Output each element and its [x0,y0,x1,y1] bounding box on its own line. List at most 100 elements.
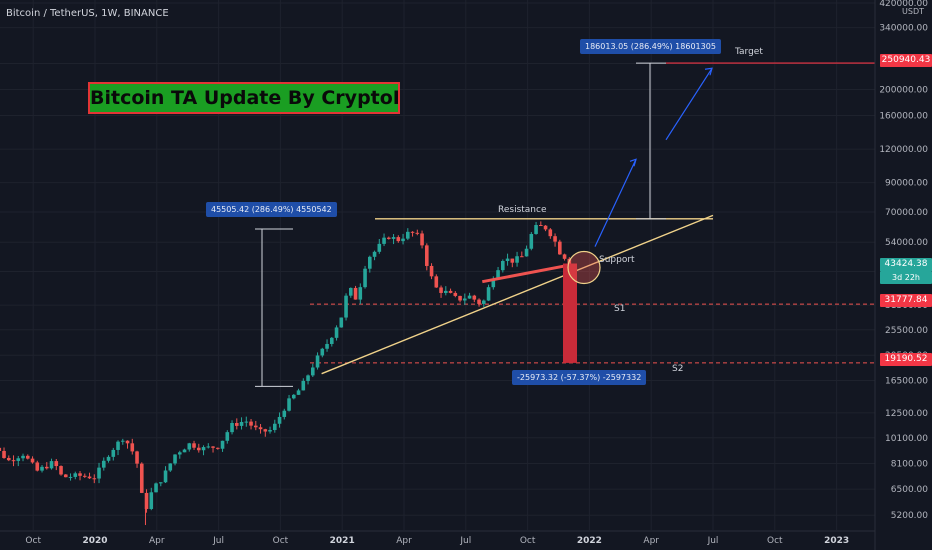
candle-body [101,460,106,468]
candle-body [353,287,358,300]
time-tick-label: Apr [396,536,412,546]
price-tick-label: 340000.00 [879,24,928,34]
candle-body [434,276,439,288]
candle-body [339,317,344,328]
candle-body [215,447,220,449]
candle-body [477,299,481,304]
candle-body [6,457,11,461]
currency-label: USDT [902,7,924,16]
candle-body [310,367,315,376]
time-tick-label: 2020 [82,536,107,546]
candle-body [130,443,135,452]
time-tick-label: Jul [212,536,224,546]
candle-body [382,237,386,244]
candle-body [410,231,415,233]
candle-body [49,461,54,469]
candle-body [144,492,149,509]
projection-arrow-1 [594,159,637,247]
price-tick-label: 160000.00 [879,112,928,122]
price-tick-label: 120000.00 [879,145,928,155]
candle-body [173,454,177,464]
candle-body [534,225,538,234]
candle-body [529,233,534,249]
candle-body [348,287,353,296]
candle-body [106,456,111,461]
candle-body [268,430,272,432]
candle-body [211,446,215,448]
candle-body [35,462,40,471]
measure-box-bottom [563,263,577,363]
candle-body [401,238,405,242]
candle-body [301,380,306,391]
candle-body [253,425,258,428]
candle-body [21,455,25,459]
candle-body [358,287,363,300]
support-segment [481,263,572,284]
candle-body [125,440,130,444]
candle-body [111,449,116,457]
candle-body [258,427,263,430]
time-tick-label: Oct [25,536,41,546]
candle-body [325,343,329,349]
candle-body [553,236,557,242]
candle-body [220,440,225,449]
chart-drawings[interactable] [255,62,714,387]
time-tick-label: Oct [273,536,289,546]
candle-body [543,225,548,230]
candle-body [97,467,101,479]
candle-body [425,245,429,266]
candle-body [158,482,163,484]
arrowhead [704,67,713,76]
candle-body [439,287,443,293]
candle-body [44,466,49,469]
target-price-tag: 250940.43 [880,54,932,67]
candle-body [277,416,282,424]
candle-body [135,451,139,464]
price-tick-label: 90000.00 [885,179,928,189]
candle-body [548,229,553,237]
candle-body [234,422,239,426]
candle-body [82,475,87,477]
measure-label-top[interactable]: 186013.05 (286.49%) 18601305 [580,39,721,54]
candle-body [320,348,325,356]
candle-body [11,460,16,462]
candle-body [562,254,567,259]
time-tick-label: Apr [643,536,659,546]
candle-body [429,265,434,277]
candle-body [16,458,21,461]
time-tick-label: 2023 [824,536,849,546]
price-tick-label: 54000.00 [885,238,928,248]
price-tick-label: 6500.00 [891,485,928,495]
candlestick-series [0,221,572,526]
price-tick-label: 10100.00 [885,434,928,444]
candle-body [244,421,249,423]
candle-body [54,461,59,467]
rising-trendline [321,214,714,375]
candle-body [367,256,372,269]
resistance-label: Resistance [498,205,547,215]
measure-label-left[interactable]: 45505.42 (286.49%) 4550542 [206,202,337,217]
candle-body [120,440,125,442]
candle-body [201,447,206,451]
candle-body [387,237,391,239]
candle-body [206,446,211,448]
candle-body [458,295,462,301]
candle-body [230,422,234,433]
candle-body [539,225,543,227]
candle-body [396,237,401,242]
price-tick-label: 25500.00 [885,326,928,336]
candle-body [225,432,230,441]
candle-body [263,429,268,432]
candle-body [282,410,287,417]
projection-arrow-2 [665,67,713,141]
measure-label-bottom[interactable]: -25973.32 (-57.37%) -2597332 [512,370,647,385]
candle-body [344,295,348,318]
candle-body [496,270,500,279]
candle-body [287,398,291,411]
candle-body [558,241,562,255]
candle-body [524,248,529,257]
candle-body [196,447,201,451]
candle-body [73,473,78,477]
candle-body [482,300,486,304]
candle-body [377,243,382,252]
